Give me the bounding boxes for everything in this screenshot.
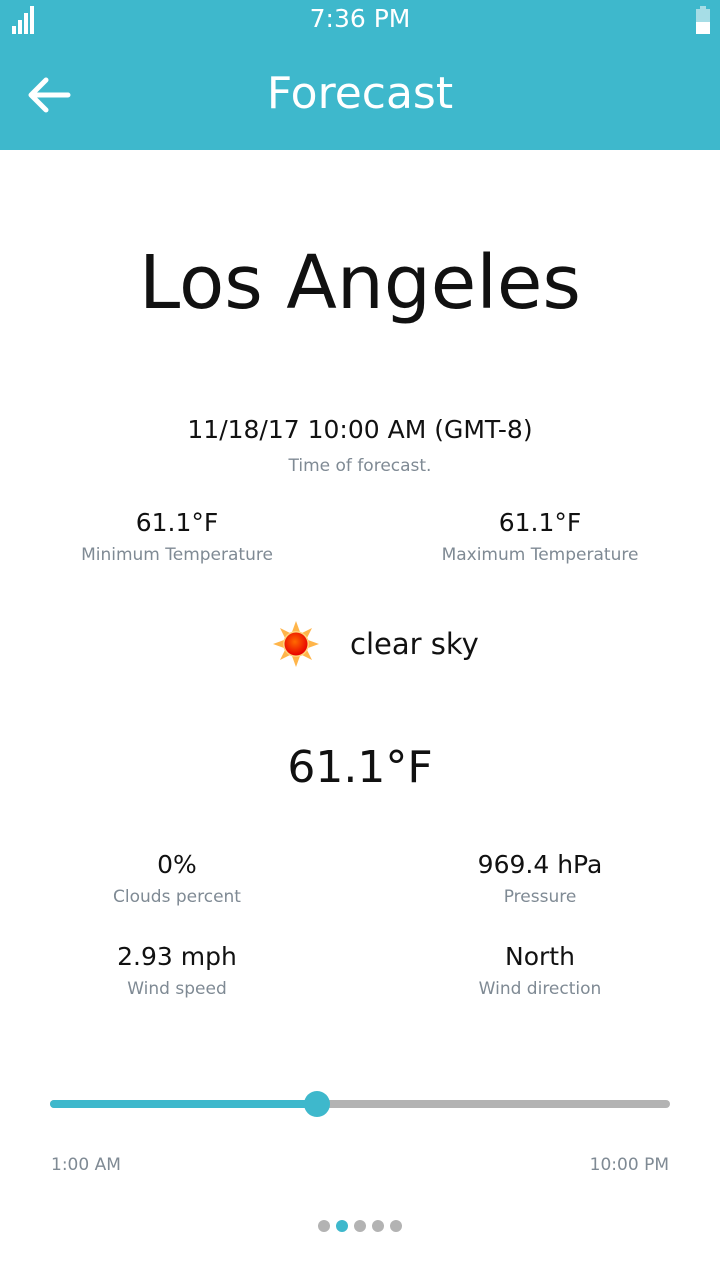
battery-icon [696, 6, 710, 34]
wind-direction-label: Wind direction [478, 979, 602, 999]
forecast-time-value: 11/18/17 10:00 AM (GMT-8) [187, 415, 533, 444]
max-temp-label: Maximum Temperature [441, 545, 639, 565]
slider-thumb[interactable] [303, 1091, 330, 1117]
page-indicator [0, 1220, 720, 1232]
pressure-label: Pressure [503, 887, 577, 907]
app-header: 7:36 PM Forecast [0, 0, 720, 150]
slider-end-label: 10:00 PM [589, 1155, 669, 1175]
slider-start-label: 1:00 AM [51, 1155, 121, 1175]
sun-icon [273, 621, 319, 667]
condition-text: clear sky [350, 627, 479, 661]
page-dot[interactable] [336, 1220, 348, 1232]
status-time: 7:36 PM [309, 4, 411, 33]
signal-icon [12, 6, 36, 34]
clouds-label: Clouds percent [113, 887, 241, 907]
min-temp-value: 61.1°F [135, 508, 219, 537]
current-temperature: 61.1°F [287, 742, 433, 793]
weather-condition: clear sky [272, 620, 479, 668]
slider-fill [50, 1100, 317, 1108]
forecast-time-label: Time of forecast. [288, 456, 432, 476]
page-title: Forecast [266, 68, 454, 119]
arrow-left-icon [28, 77, 71, 113]
page-dot[interactable] [390, 1220, 402, 1232]
page-dot[interactable] [372, 1220, 384, 1232]
wind-speed-label: Wind speed [127, 979, 227, 999]
min-temp-label: Minimum Temperature [81, 545, 273, 565]
page-dot[interactable] [354, 1220, 366, 1232]
pressure-value: 969.4 hPa [477, 850, 603, 879]
page-dot[interactable] [318, 1220, 330, 1232]
clouds-value: 0% [157, 850, 197, 879]
time-slider[interactable] [50, 1091, 670, 1117]
wind-speed-value: 2.93 mph [117, 942, 237, 971]
city-name: Los Angeles [139, 240, 581, 326]
wind-direction-value: North [505, 942, 575, 971]
back-button[interactable] [26, 74, 72, 116]
max-temp-value: 61.1°F [498, 508, 582, 537]
